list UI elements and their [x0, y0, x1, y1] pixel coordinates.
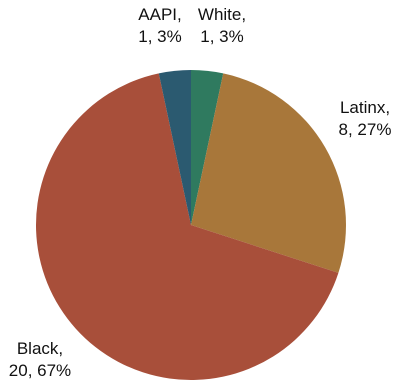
pie-slices: [35, 70, 346, 381]
pie-slice-aapi: [158, 70, 191, 225]
pie-label-aapi: AAPI, 1, 3%: [138, 5, 181, 46]
pie-label-black: Black, 20, 67%: [9, 339, 71, 380]
pie-labels: White, 1, 3% Latinx, 8, 27% Black, 20, 67% AAP…: [9, 5, 392, 380]
pie-label-white: White, 1, 3%: [198, 5, 246, 46]
pie-slice-white: [191, 70, 224, 225]
pie-slice-latinx: [191, 73, 346, 273]
pie-slice-black: [35, 73, 339, 381]
pie-label-latinx: Latinx, 8, 27%: [339, 98, 392, 139]
